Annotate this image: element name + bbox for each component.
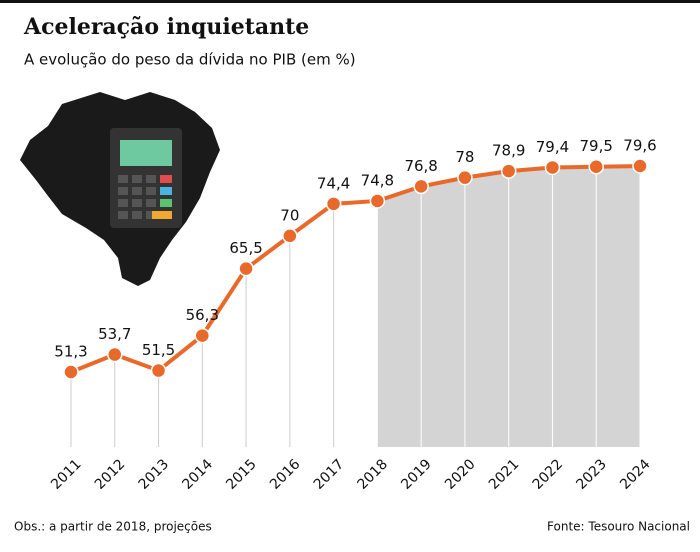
point — [632, 158, 648, 174]
value-label: 65,5 — [229, 239, 262, 257]
value-label: 79,6 — [623, 137, 656, 155]
point — [194, 327, 211, 344]
x-tick-label: 2015 — [223, 456, 260, 493]
x-tick-label: 2022 — [530, 456, 567, 493]
x-tick-label: 2012 — [92, 456, 129, 493]
point — [325, 196, 342, 212]
value-label: 74,8 — [361, 171, 394, 189]
point — [369, 193, 386, 209]
x-tick-label: 2020 — [442, 456, 479, 493]
source: Fonte: Tesouro Nacional — [547, 520, 690, 534]
point — [63, 364, 79, 380]
x-tick-label: 2023 — [573, 456, 610, 493]
point — [107, 346, 123, 363]
x-tick-label: 2016 — [267, 456, 304, 493]
value-label: 78 — [455, 148, 474, 166]
point — [413, 178, 429, 195]
x-tick-label: 2024 — [617, 456, 654, 493]
value-label: 56,3 — [186, 306, 219, 324]
x-tick-label: 2021 — [486, 456, 523, 493]
point — [282, 228, 298, 244]
x-tick-label: 2018 — [355, 456, 392, 493]
x-tick-label: 2011 — [48, 456, 85, 493]
value-label: 74,4 — [317, 174, 350, 192]
top-rule — [0, 0, 700, 3]
value-label: 76,8 — [404, 157, 437, 175]
x-tick-label: 2017 — [311, 456, 348, 493]
point — [500, 163, 517, 179]
point — [588, 158, 604, 175]
point — [150, 362, 167, 379]
value-label: 51,5 — [142, 341, 175, 359]
x-tick-label: 2014 — [179, 456, 216, 493]
point — [544, 159, 561, 176]
value-label: 70 — [280, 206, 299, 224]
note: Obs.: a partir de 2018, projeções — [14, 520, 212, 534]
point — [238, 260, 254, 277]
point — [457, 169, 473, 186]
value-label: 51,3 — [54, 343, 87, 361]
value-label: 53,7 — [98, 325, 131, 343]
x-tick-label: 2013 — [136, 456, 173, 493]
chart-subtitle: A evolução do peso da dívida no PIB (em … — [24, 51, 356, 69]
value-label: 78,9 — [492, 142, 525, 160]
brazil-icon — [20, 92, 220, 286]
x-tick-label: 2019 — [398, 456, 435, 493]
calculator-screen — [120, 140, 172, 166]
chart-title: Aceleração inquietante — [23, 14, 309, 40]
value-label: 79,4 — [536, 138, 569, 156]
value-label: 79,5 — [580, 137, 613, 155]
